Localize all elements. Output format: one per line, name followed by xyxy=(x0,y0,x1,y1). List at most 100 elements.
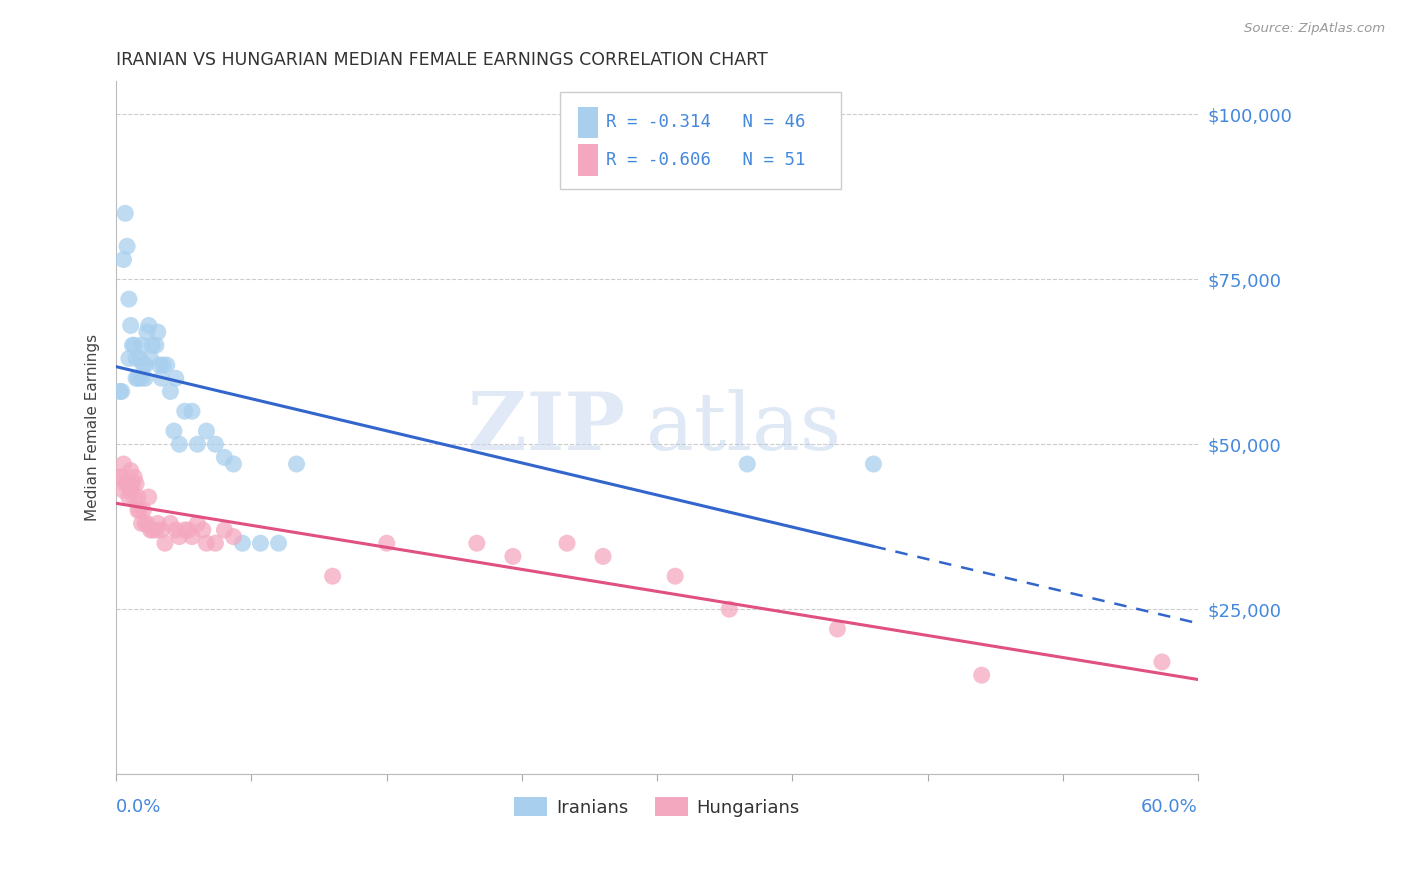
Point xyxy=(735,457,758,471)
Text: 60.0%: 60.0% xyxy=(1142,798,1198,816)
Point xyxy=(114,476,136,491)
Point xyxy=(285,457,308,471)
Point xyxy=(131,338,153,352)
Point xyxy=(555,536,578,550)
Point xyxy=(150,523,173,537)
Point xyxy=(127,490,149,504)
Text: Source: ZipAtlas.com: Source: ZipAtlas.com xyxy=(1244,22,1385,36)
Point xyxy=(181,530,204,544)
Point xyxy=(108,384,131,399)
Point xyxy=(135,516,157,531)
Point xyxy=(112,252,135,267)
Point xyxy=(114,206,136,220)
Point xyxy=(135,325,157,339)
Point xyxy=(125,476,148,491)
Point xyxy=(173,404,195,418)
Point xyxy=(111,384,134,399)
Text: R = -0.606   N = 51: R = -0.606 N = 51 xyxy=(606,151,806,169)
Point xyxy=(204,536,226,550)
Point xyxy=(465,536,488,550)
Point xyxy=(141,338,163,352)
Point xyxy=(195,536,218,550)
Point xyxy=(592,549,614,564)
Point xyxy=(664,569,686,583)
Legend: Iranians, Hungarians: Iranians, Hungarians xyxy=(508,790,807,824)
Point xyxy=(249,536,271,550)
Point xyxy=(134,358,156,372)
Point xyxy=(131,516,153,531)
Point xyxy=(231,536,253,550)
Point xyxy=(375,536,398,550)
Point xyxy=(322,569,344,583)
Point xyxy=(120,318,142,333)
Point xyxy=(127,503,149,517)
Point xyxy=(132,358,155,372)
Point xyxy=(146,516,169,531)
Point xyxy=(145,523,167,537)
Text: ZIP: ZIP xyxy=(468,389,624,467)
Point xyxy=(186,437,208,451)
Point xyxy=(214,523,236,537)
Point xyxy=(141,523,163,537)
Point xyxy=(222,530,245,544)
Point xyxy=(204,437,226,451)
Point xyxy=(118,351,141,366)
Point xyxy=(156,358,179,372)
Point xyxy=(195,424,218,438)
Point xyxy=(159,516,181,531)
Point xyxy=(118,490,141,504)
Point xyxy=(124,490,146,504)
Point xyxy=(121,476,143,491)
Point xyxy=(125,371,148,385)
Point xyxy=(169,437,191,451)
Point xyxy=(120,464,142,478)
Point xyxy=(177,523,200,537)
Point xyxy=(112,457,135,471)
Point xyxy=(108,470,131,484)
Point xyxy=(139,523,162,537)
Y-axis label: Median Female Earnings: Median Female Earnings xyxy=(86,334,100,521)
Point xyxy=(159,384,181,399)
FancyBboxPatch shape xyxy=(560,92,841,189)
Point xyxy=(124,338,146,352)
Bar xyxy=(578,107,598,137)
Point xyxy=(165,523,187,537)
Point xyxy=(181,404,204,418)
Text: 0.0%: 0.0% xyxy=(117,798,162,816)
Point xyxy=(145,338,167,352)
Point xyxy=(131,371,153,385)
Point xyxy=(191,523,214,537)
Point xyxy=(138,490,160,504)
Point xyxy=(165,371,187,385)
Point xyxy=(502,549,524,564)
Point xyxy=(139,351,162,366)
Point xyxy=(267,536,290,550)
Text: IRANIAN VS HUNGARIAN MEDIAN FEMALE EARNINGS CORRELATION CHART: IRANIAN VS HUNGARIAN MEDIAN FEMALE EARNI… xyxy=(117,51,768,69)
Point xyxy=(128,503,150,517)
Point xyxy=(132,503,155,517)
Point xyxy=(115,476,138,491)
Point xyxy=(153,536,176,550)
Point xyxy=(138,318,160,333)
Point xyxy=(118,292,141,306)
Point xyxy=(718,602,741,616)
Point xyxy=(163,424,186,438)
Point xyxy=(214,450,236,465)
Point xyxy=(146,325,169,339)
Point xyxy=(862,457,884,471)
Point xyxy=(128,351,150,366)
Text: R = -0.314   N = 46: R = -0.314 N = 46 xyxy=(606,113,806,131)
Point xyxy=(186,516,208,531)
Point xyxy=(827,622,849,636)
Point xyxy=(125,351,148,366)
Point xyxy=(1150,655,1173,669)
Point xyxy=(970,668,993,682)
Point xyxy=(134,371,156,385)
Point xyxy=(111,470,134,484)
Point xyxy=(169,530,191,544)
Point xyxy=(120,483,142,498)
Point xyxy=(148,358,170,372)
Point xyxy=(222,457,245,471)
Point xyxy=(150,371,173,385)
Point xyxy=(127,371,149,385)
